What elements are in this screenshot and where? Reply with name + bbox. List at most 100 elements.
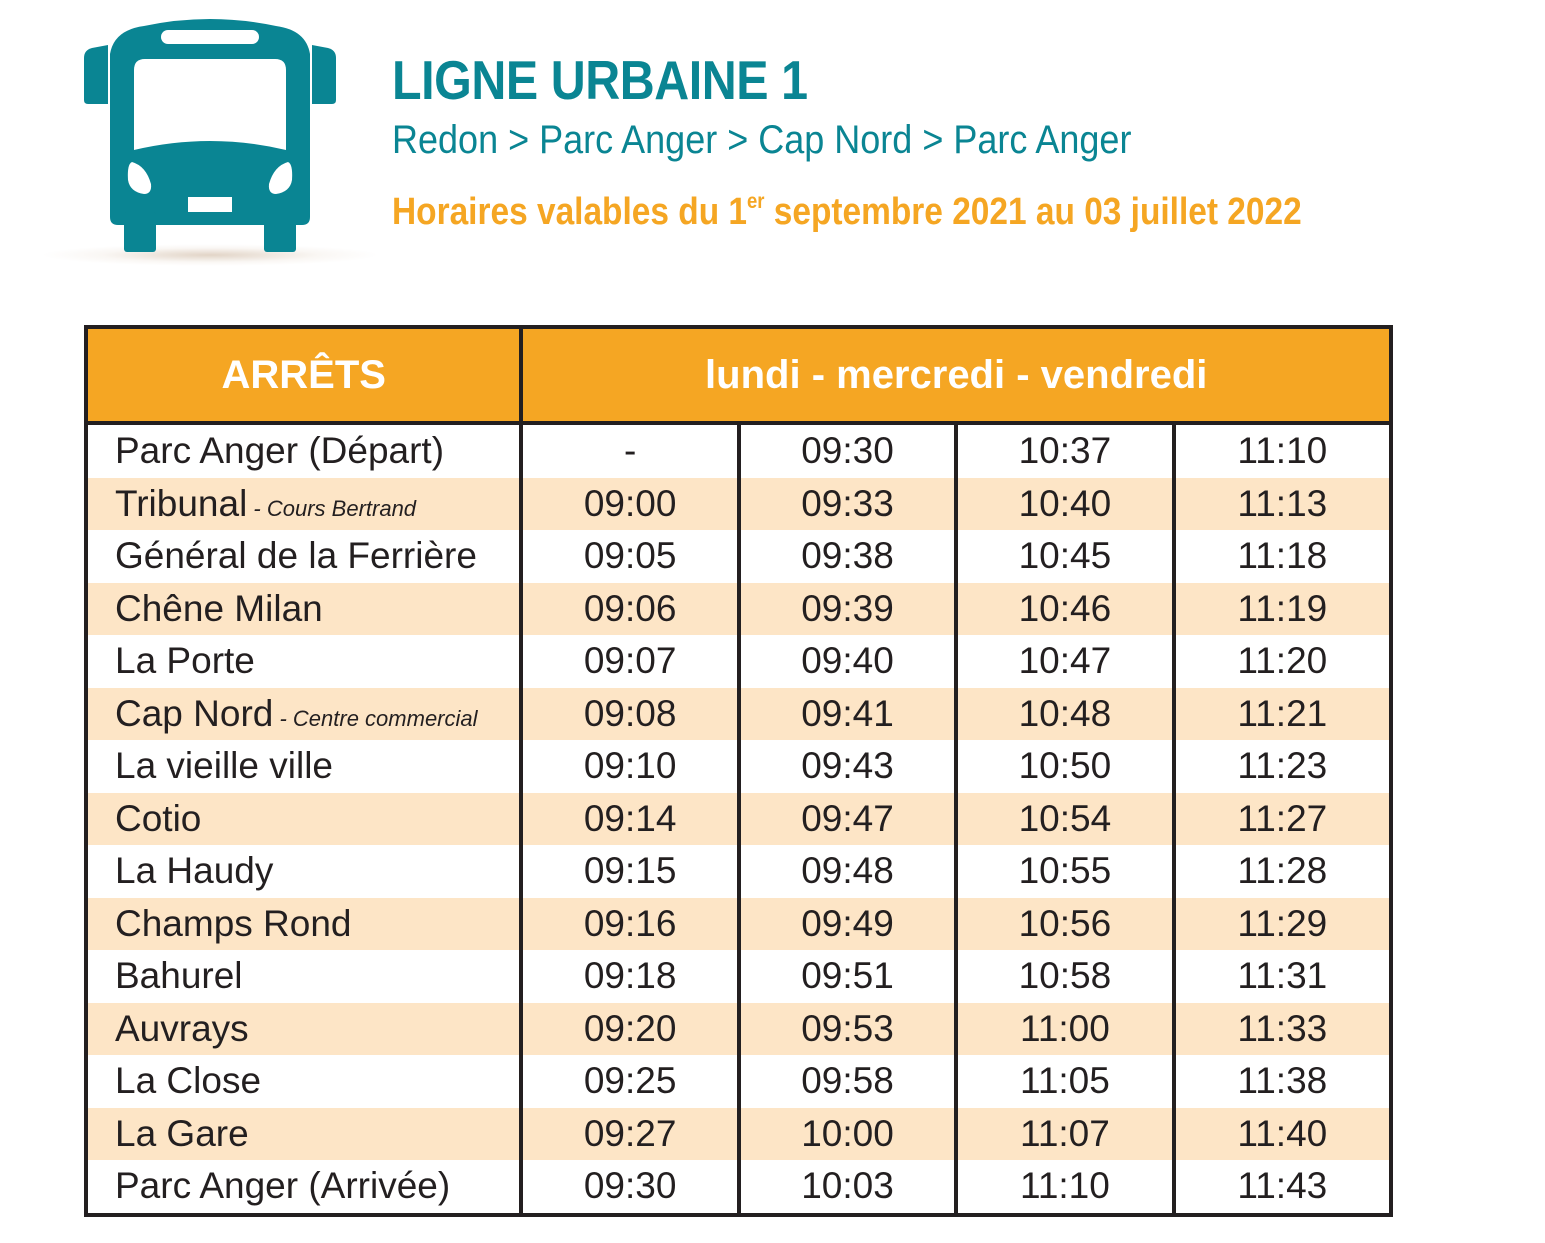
departure-time-cell: 09:15 <box>519 845 741 898</box>
departure-time-cell: 10:56 <box>954 897 1176 950</box>
departure-time-cell: 11:05 <box>954 1055 1176 1108</box>
departure-time-cell: 09:10 <box>519 740 741 793</box>
departure-time-cell: 10:46 <box>954 582 1176 635</box>
table-row: La Close 09:25 09:58 11:05 11:38 <box>83 1055 1394 1108</box>
departure-time-cell: 11:07 <box>954 1107 1176 1160</box>
stop-name: Chêne Milan <box>115 587 323 629</box>
departure-time-cell: 11:10 <box>1171 423 1394 478</box>
departure-time-cell: 10:47 <box>954 635 1176 688</box>
stop-name: Parc Anger (Arrivée) <box>115 1165 451 1207</box>
days-column-header: lundi - mercredi - vendredi <box>519 325 1393 425</box>
departure-time-cell: 10:54 <box>954 792 1176 845</box>
departure-time-cell: 09:33 <box>736 477 959 530</box>
stop-name-cell: La Haudy <box>83 845 524 898</box>
departure-time-cell: 09:25 <box>519 1055 741 1108</box>
departure-time-cell: 09:20 <box>519 1002 741 1055</box>
table-row: Champs Rond 09:16 09:49 10:56 11:29 <box>83 897 1394 950</box>
departure-time-cell: 11:38 <box>1171 1055 1394 1108</box>
table-row: La Gare 09:27 10:00 11:07 11:40 <box>83 1107 1394 1160</box>
validity-prefix: Horaires valables du 1 <box>392 191 748 233</box>
departure-time-cell: 11:18 <box>1171 530 1394 583</box>
stop-name: Champs Rond <box>115 902 352 944</box>
validity-superscript: er <box>747 190 765 213</box>
stop-name: Auvrays <box>115 1007 249 1049</box>
table-row: Parc Anger (Arrivée) 09:30 10:03 11:10 11:43 <box>83 1160 1394 1215</box>
departure-time-cell: 11:00 <box>954 1002 1176 1055</box>
stop-name: Cap Nord <box>115 692 274 734</box>
stop-name: Cotio <box>115 797 202 839</box>
table-header-row: ARRÊTS lundi - mercredi - vendredi <box>83 325 1393 425</box>
departure-time-cell: 09:40 <box>736 635 959 688</box>
stop-name: La Porte <box>115 640 255 682</box>
table-row: Tribunal - Cours Bertrand 09:00 09:33 10:40… <box>83 477 1394 530</box>
departure-time-cell: 10:58 <box>954 950 1176 1003</box>
departure-time-cell: 09:30 <box>519 1160 741 1215</box>
table-row: Cap Nord - Centre commercial 09:08 09:41 10… <box>83 687 1394 740</box>
departure-time-cell: 11:10 <box>954 1160 1176 1215</box>
departure-time-cell: 09:00 <box>519 477 741 530</box>
stop-name: Parc Anger (Départ) <box>115 430 445 472</box>
departure-time-cell: 11:19 <box>1171 582 1394 635</box>
departure-time-cell: 09:51 <box>736 950 959 1003</box>
stop-name-cell: Parc Anger (Arrivée) <box>83 1160 524 1215</box>
stop-name-cell: La Gare <box>83 1107 524 1160</box>
departure-time-cell: 11:40 <box>1171 1107 1394 1160</box>
departure-time-cell: 10:55 <box>954 845 1176 898</box>
departure-time-cell: 09:39 <box>736 582 959 635</box>
departure-time-cell: 11:23 <box>1171 740 1394 793</box>
stop-name-cell: Cotio <box>83 792 524 845</box>
departure-time-cell: 11:28 <box>1171 845 1394 898</box>
stop-note: - Centre commercial <box>273 705 478 731</box>
departure-time-cell: 09:27 <box>519 1107 741 1160</box>
departure-time-cell: 09:16 <box>519 897 741 950</box>
departure-time-cell: 09:41 <box>736 687 959 740</box>
departure-time-cell: 09:48 <box>736 845 959 898</box>
table-row: Auvrays 09:20 09:53 11:00 11:33 <box>83 1002 1394 1055</box>
stop-name: Bahurel <box>115 955 243 997</box>
departure-time-cell: 09:38 <box>736 530 959 583</box>
table-row: Général de la Ferrière 09:05 09:38 10:45 11:… <box>83 530 1394 583</box>
stop-name-cell: Chêne Milan <box>83 582 524 635</box>
departure-time-cell: 10:00 <box>736 1107 959 1160</box>
route-subtitle: Redon > Parc Anger > Cap Nord > Parc Ang… <box>392 118 1132 162</box>
stop-name: La Gare <box>115 1112 249 1154</box>
departure-time-cell: 10:40 <box>954 477 1176 530</box>
stop-name: La Close <box>115 1060 262 1102</box>
departure-time-cell: 09:08 <box>519 687 741 740</box>
departure-time-cell: 09:58 <box>736 1055 959 1108</box>
bus-icon <box>84 19 336 252</box>
table-row: Bahurel 09:18 09:51 10:58 11:31 <box>83 950 1394 1003</box>
stop-name-cell: Champs Rond <box>83 897 524 950</box>
departure-time-cell: 09:47 <box>736 792 959 845</box>
departure-time-cell: 09:43 <box>736 740 959 793</box>
departure-time-cell: 10:37 <box>954 423 1176 478</box>
stop-name-cell: Bahurel <box>83 950 524 1003</box>
departure-time-cell: 11:43 <box>1171 1160 1394 1215</box>
stop-name: La vieille ville <box>115 745 333 787</box>
departure-time-cell: - <box>519 423 741 478</box>
table-row: Chêne Milan 09:06 09:39 10:46 11:19 <box>83 582 1394 635</box>
table-row: La Haudy 09:15 09:48 10:55 11:28 <box>83 845 1394 898</box>
departure-time-cell: 11:21 <box>1171 687 1394 740</box>
timetable-body: Parc Anger (Départ) -09:30 10:37 11:10 Tribu… <box>83 423 1394 1215</box>
stop-name-cell: Auvrays <box>83 1002 524 1055</box>
departure-time-cell: 10:45 <box>954 530 1176 583</box>
departure-time-cell: 11:27 <box>1171 792 1394 845</box>
departure-time-cell: 09:30 <box>736 423 959 478</box>
timetable: ARRÊTS lundi - mercredi - vendredi Parc … <box>83 325 1394 1217</box>
stops-column-header: ARRÊTS <box>83 325 524 425</box>
departure-time-cell: 09:06 <box>519 582 741 635</box>
table-row: La vieille ville 09:10 09:43 10:50 11:23 <box>83 740 1394 793</box>
departure-time-cell: 09:49 <box>736 897 959 950</box>
departure-time-cell: 09:53 <box>736 1002 959 1055</box>
page-title: LIGNE URBAINE 1 <box>392 49 808 111</box>
stop-name-cell: La Porte <box>83 635 524 688</box>
stop-name-cell: La vieille ville <box>83 740 524 793</box>
departure-time-cell: 11:31 <box>1171 950 1394 1003</box>
table-row: La Porte 09:07 09:40 10:47 11:20 <box>83 635 1394 688</box>
validity-suffix: septembre 2021 au 03 juillet 2022 <box>764 191 1302 233</box>
table-row: Cotio 09:14 09:47 10:54 11:27 <box>83 792 1394 845</box>
table-row: Parc Anger (Départ) -09:30 10:37 11:10 <box>83 423 1394 478</box>
stop-name: Tribunal <box>115 482 248 524</box>
departure-time-cell: 10:48 <box>954 687 1176 740</box>
